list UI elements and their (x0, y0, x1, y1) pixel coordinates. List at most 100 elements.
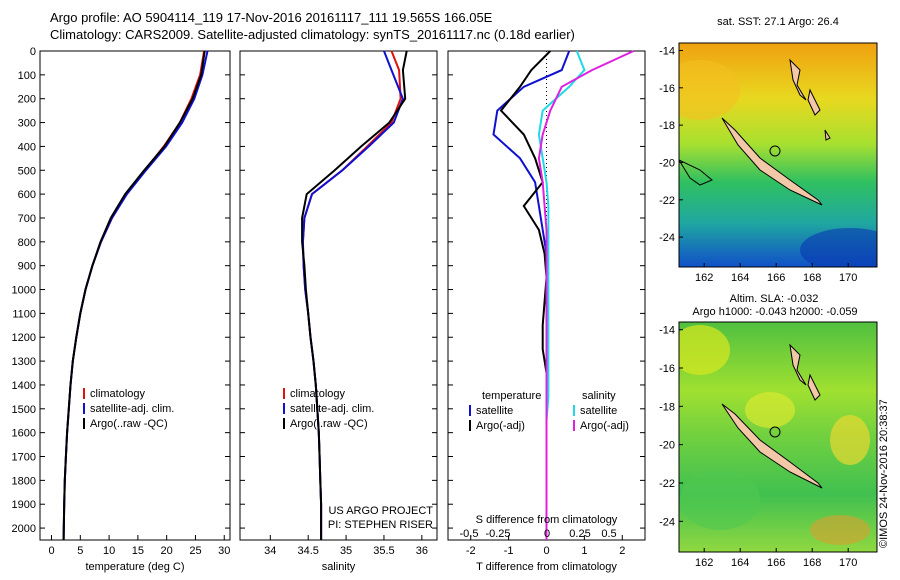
longitude-label: 168 (803, 557, 821, 569)
longitude-label: 168 (803, 272, 821, 284)
latitude-label: -14 (659, 325, 675, 337)
y-tick-label: 900 (18, 261, 36, 273)
profile-panel-1: 0 5 10 15 20 25 300100200300400500600700800900… (12, 46, 231, 573)
legend-entry: satellite (476, 405, 513, 417)
x-tick-label: 25 (189, 545, 201, 557)
sla-map-subtitle: Argo h1000: -0.043 h2000: -0.059 (692, 306, 857, 318)
legend-entry: satellite-adj. clim. (90, 403, 174, 415)
chart-title-line2: Climatology: CARS2009. Satellite-adjuste… (50, 27, 575, 42)
sla-low-patch (680, 470, 760, 530)
y-tick-label: 0 (30, 46, 36, 58)
map-frame (678, 42, 878, 268)
island-outline (769, 426, 781, 438)
latitude-label: -20 (659, 440, 675, 452)
latitude-label: -24 (659, 516, 675, 528)
sst-map (678, 42, 878, 268)
y-tick-label: 1600 (12, 428, 36, 440)
legend-entry: temperature (482, 390, 541, 402)
y-tick-label: 800 (18, 237, 36, 249)
x-tick-label: 1 (581, 545, 587, 557)
new-caledonia-coast (721, 117, 823, 206)
map-frame (678, 321, 878, 553)
series-line-argo-raw-qc- (301, 50, 408, 540)
y-tick-label: 1400 (12, 380, 36, 392)
plot-frame (39, 50, 231, 541)
series-line-salinity-argo-adj- (537, 50, 635, 540)
profile-panel-2: 34 34.5 35 35.5 36 salinity climatology satelli… (239, 50, 438, 573)
y-tick-label: 1500 (12, 404, 36, 416)
legend-entry: climatology (290, 388, 346, 400)
y-tick-label: 300 (18, 118, 36, 130)
legend-entry: satellite (580, 405, 617, 417)
legend-entry: Argo(-adj) (580, 420, 629, 432)
y-tick-label: 1700 (12, 452, 36, 464)
legend-entry: satellite-adj. clim. (290, 403, 374, 415)
latitude-label: -18 (659, 401, 675, 413)
x-tick-label: 0 (543, 545, 549, 557)
x-tick-label: 30 (218, 545, 230, 557)
y-tick-label: 500 (18, 165, 36, 177)
longitude-label: 166 (767, 272, 785, 284)
sla-map-title: Altim. SLA: -0.032 (730, 293, 819, 305)
longitude-label: 166 (767, 557, 785, 569)
y-tick-label: 1900 (12, 499, 36, 511)
plot-frame (239, 50, 438, 541)
map-axes-4: 162 164 166 168 170 -14 -16 -18 -20 -22 -24 Altim. … (659, 293, 878, 569)
latitude-label: -20 (659, 157, 675, 169)
longitude-label: 162 (695, 272, 713, 284)
project-annotation: US ARGO PROJECT (328, 505, 433, 517)
longitude-label: 164 (731, 272, 749, 284)
x-tick-label: -2 (466, 545, 476, 557)
timestamp-stamp: ©IMOS 24-Nov-2016 20:38:37 (878, 399, 890, 548)
x-axis-label: T difference from climatology (476, 561, 617, 573)
y-tick-label: 1000 (12, 285, 36, 297)
sst-map-title: sat. SST: 27.1 Argo: 26.4 (717, 16, 839, 28)
x-tick-label: 35.5 (373, 545, 394, 557)
legend-entry: salinity (582, 390, 616, 402)
sla-map (678, 321, 878, 553)
latitude-label: -22 (659, 478, 675, 490)
y-tick-label: 200 (18, 94, 36, 106)
reef-outline (679, 159, 713, 186)
y-tick-label: 1100 (12, 308, 36, 320)
legend-entry: Argo(..raw -QC) (90, 418, 168, 430)
x-tick-label: 20 (161, 545, 173, 557)
island-outline (769, 145, 781, 157)
y-tick-label: 2000 (12, 523, 36, 535)
series-line-argo-raw-qc- (62, 50, 206, 541)
s-diff-tick-label: 0.5 (601, 528, 616, 540)
vanuatu-coast (789, 343, 821, 401)
longitude-label: 170 (839, 272, 857, 284)
sla-high-patch (745, 392, 795, 428)
vanuatu-coast (789, 58, 831, 141)
s-diff-tick-label: -0.5 (460, 528, 479, 540)
s-diff-tick-label: 0 (544, 528, 550, 540)
x-tick-label: 2 (619, 545, 625, 557)
x-tick-label: 36 (416, 545, 428, 557)
x-tick-label: 10 (103, 545, 115, 557)
project-annotation: PI: STEPHEN RISER (328, 519, 433, 531)
s-diff-axis-label: S difference from climatology (476, 514, 618, 526)
sla-high-patch (679, 325, 730, 375)
x-tick-label: 35 (340, 545, 352, 557)
new-caledonia-coast (721, 403, 823, 489)
sla-high-patch (830, 415, 870, 465)
profile-panel-3: -2 -1 0 1 2T difference from climatology temp… (447, 50, 646, 573)
sla-high-patch (810, 515, 870, 545)
y-tick-label: 700 (18, 213, 36, 225)
sst-warm-patch (679, 60, 740, 120)
x-axis-label: salinity (322, 561, 356, 573)
x-axis-label: temperature (deg C) (85, 561, 184, 573)
legend-entry: climatology (90, 388, 146, 400)
longitude-label: 164 (731, 557, 749, 569)
longitude-label: 170 (839, 557, 857, 569)
y-tick-label: 1300 (12, 356, 36, 368)
x-tick-label: -1 (504, 545, 514, 557)
s-diff-tick-label: -0.25 (485, 528, 510, 540)
y-tick-label: 100 (18, 70, 36, 82)
chart-title-line1: Argo profile: AO 5904114_119 17-Nov-2016… (50, 10, 493, 25)
y-tick-label: 1800 (12, 475, 36, 487)
x-tick-label: 5 (77, 545, 83, 557)
latitude-label: -16 (659, 363, 675, 375)
